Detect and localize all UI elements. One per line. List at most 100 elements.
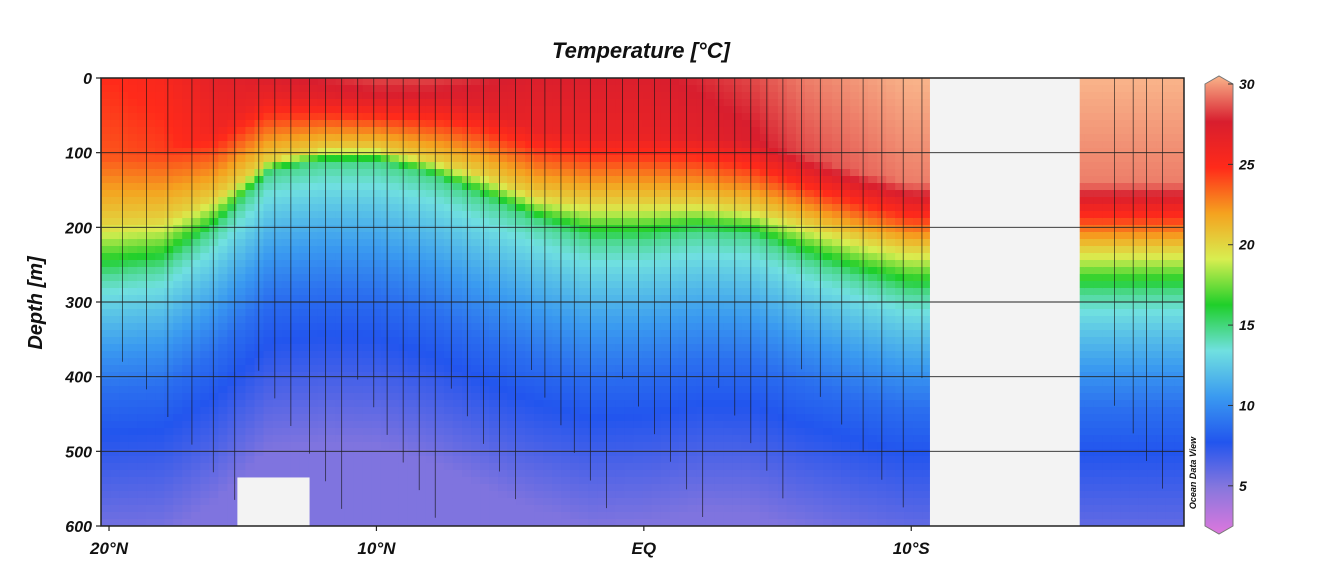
field-cell (570, 337, 580, 345)
field-cell (561, 344, 571, 352)
field-cell (308, 351, 319, 359)
field-cell (498, 78, 508, 86)
field-cell (489, 484, 499, 492)
field-cell (137, 120, 147, 128)
field-cell (669, 92, 680, 100)
field-cell (633, 519, 644, 526)
field-cell (146, 421, 156, 429)
field-cell (263, 323, 274, 331)
field-cell (651, 211, 662, 219)
field-cell (597, 519, 608, 526)
field-cell (281, 337, 292, 345)
field-cell (750, 120, 761, 128)
field-cell (471, 477, 481, 485)
field-cell (263, 442, 274, 450)
field-cell (579, 134, 589, 142)
field-cell (669, 267, 680, 275)
field-cell (191, 232, 201, 240)
field-cell (227, 428, 237, 436)
field-cell (768, 211, 779, 219)
field-cell (543, 141, 553, 149)
field-cell (236, 246, 247, 254)
field-cell (660, 372, 671, 380)
field-cell (101, 99, 111, 107)
field-cell (281, 449, 292, 457)
field-cell (209, 512, 219, 520)
field-cell (669, 211, 680, 219)
field-cell (353, 190, 364, 198)
field-cell (741, 148, 752, 156)
field-cell (317, 386, 328, 394)
field-cell (516, 309, 526, 317)
field-cell (714, 512, 725, 520)
field-cell (407, 134, 418, 142)
field-cell (191, 183, 201, 191)
field-cell (498, 316, 508, 324)
field-cell (570, 484, 580, 492)
field-cell (128, 113, 138, 121)
field-cell (543, 330, 553, 338)
field-cell (245, 288, 256, 296)
field-cell (588, 253, 598, 261)
field-cell (182, 498, 192, 506)
field-cell (371, 274, 382, 282)
field-cell (353, 505, 364, 513)
field-cell (416, 484, 427, 492)
field-cell (398, 330, 409, 338)
field-cell (615, 449, 626, 457)
field-cell (561, 162, 571, 170)
field-cell (416, 197, 427, 205)
field-cell (462, 316, 472, 324)
field-cell (308, 330, 319, 338)
field-cell (651, 106, 662, 114)
field-cell (480, 323, 490, 331)
field-cell (245, 267, 256, 275)
field-cell (128, 134, 138, 142)
field-cell (579, 414, 589, 422)
field-cell (452, 386, 463, 394)
field-cell (462, 365, 472, 373)
field-cell (498, 218, 508, 226)
field-cell (669, 106, 680, 114)
field-cell (137, 190, 147, 198)
field-cell (317, 211, 328, 219)
field-cell (317, 414, 328, 422)
field-cell (164, 239, 174, 247)
field-cell (389, 414, 400, 422)
field-cell (281, 204, 292, 212)
field-cell (696, 372, 707, 380)
field-cell (227, 246, 237, 254)
field-cell (687, 155, 698, 163)
field-cell (254, 197, 265, 205)
field-cell (678, 498, 689, 506)
field-cell (723, 358, 734, 366)
field-cell (308, 295, 319, 303)
field-cell (507, 225, 517, 233)
field-cell (173, 456, 183, 464)
field-cell (317, 323, 328, 331)
field-cell (308, 302, 319, 310)
field-cell (146, 358, 156, 366)
field-cell (200, 435, 210, 443)
field-cell (471, 148, 481, 156)
field-cell (119, 162, 129, 170)
field-cell (290, 197, 301, 205)
field-cell (263, 113, 274, 121)
field-cell (570, 407, 580, 415)
field-cell (525, 407, 535, 415)
field-cell (588, 281, 598, 289)
field-cell (218, 344, 228, 352)
field-cell (795, 302, 806, 310)
field-cell (777, 498, 788, 506)
field-cell (561, 134, 571, 142)
field-cell (407, 155, 418, 163)
field-cell (173, 386, 183, 394)
field-cell (236, 127, 247, 135)
field-cell (389, 358, 400, 366)
field-cell (263, 120, 274, 128)
field-cell (687, 260, 698, 268)
field-cell (353, 253, 364, 261)
field-cell (588, 85, 598, 93)
field-cell (624, 365, 635, 373)
field-cell (290, 274, 301, 282)
